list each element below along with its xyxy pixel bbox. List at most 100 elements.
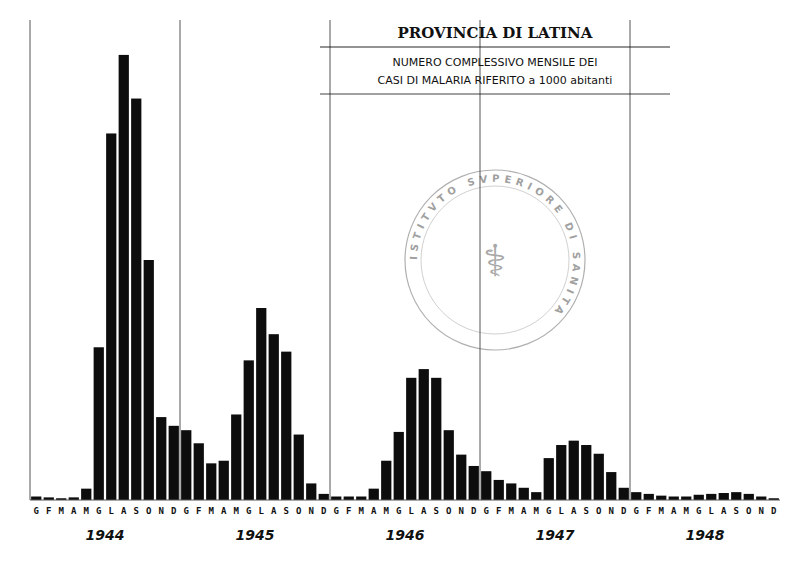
watermark-symbol: ⚕ xyxy=(483,235,507,286)
bar xyxy=(144,260,154,500)
x-tick-label: D xyxy=(321,506,327,516)
x-tick-label: M xyxy=(209,506,215,516)
x-tick-label: N xyxy=(159,506,164,516)
x-tick-label: M xyxy=(659,506,665,516)
x-tick-label: L xyxy=(409,506,415,516)
x-tick-label: A xyxy=(371,506,377,516)
bar xyxy=(419,369,429,500)
bar xyxy=(481,471,491,500)
bar xyxy=(344,497,354,500)
x-tick-label: G xyxy=(96,506,101,516)
x-tick-label: N xyxy=(609,506,614,516)
group-label: 1948 xyxy=(686,527,725,543)
title: PROVINCIA DI LATINA xyxy=(398,24,593,42)
x-tick-label: L xyxy=(559,506,565,516)
x-tick-label: G xyxy=(546,506,551,516)
bar xyxy=(756,497,766,500)
bar xyxy=(231,414,241,500)
x-tick-label: F xyxy=(346,506,351,516)
bar xyxy=(744,494,754,500)
x-tick-label: M xyxy=(509,506,515,516)
x-tick-label: M xyxy=(59,506,65,516)
x-tick-label: D xyxy=(171,506,177,516)
bar xyxy=(106,133,116,500)
bar xyxy=(656,496,666,500)
group-label: 1945 xyxy=(236,527,275,543)
bar xyxy=(619,488,629,500)
x-tick-label: N xyxy=(309,506,314,516)
group-label: 1946 xyxy=(386,527,425,543)
separator xyxy=(630,20,631,500)
x-tick-label: F xyxy=(496,506,501,516)
y-axis xyxy=(30,20,31,500)
bar xyxy=(119,55,129,500)
bar xyxy=(531,492,541,500)
bar xyxy=(331,497,341,500)
x-tick-label: G xyxy=(696,506,701,516)
bar xyxy=(444,430,454,500)
chart: ISTITVTO SVPERIORE DI SANITA⚕GFMAMGLASON… xyxy=(0,0,800,572)
x-tick-label: M xyxy=(384,506,390,516)
x-tick-label: S xyxy=(434,506,439,516)
bar xyxy=(306,483,316,500)
x-tick-label: A xyxy=(121,506,127,516)
x-tick-label: S xyxy=(134,506,139,516)
bar xyxy=(431,378,441,500)
x-tick-label: S xyxy=(584,506,589,516)
x-tick-label: G xyxy=(34,506,39,516)
bar xyxy=(244,360,254,500)
x-tick-label: O xyxy=(746,506,752,516)
bar xyxy=(581,445,591,500)
x-tick-label: A xyxy=(271,506,277,516)
bar xyxy=(169,426,179,500)
x-tick-label: D xyxy=(771,506,777,516)
x-tick-label: N xyxy=(459,506,464,516)
x-tick-label: N xyxy=(759,506,764,516)
bar xyxy=(556,445,566,500)
bar xyxy=(381,461,391,500)
bar xyxy=(681,497,691,500)
subtitle-rule xyxy=(320,94,670,95)
separator xyxy=(180,20,181,500)
x-tick-label: O xyxy=(296,506,302,516)
x-tick-label: G xyxy=(484,506,489,516)
x-tick-label: A xyxy=(571,506,577,516)
group-label: 1944 xyxy=(86,527,125,543)
x-tick-label: A xyxy=(721,506,727,516)
bar xyxy=(369,489,379,500)
bar xyxy=(394,432,404,500)
x-axis xyxy=(30,500,780,501)
bar xyxy=(94,347,104,500)
bar xyxy=(631,492,641,500)
watermark: ISTITVTO SVPERIORE DI SANITA⚕ xyxy=(405,170,585,350)
bar xyxy=(506,483,516,500)
bar xyxy=(469,466,479,500)
x-tick-label: O xyxy=(596,506,602,516)
bar xyxy=(706,494,716,500)
bar xyxy=(81,489,91,500)
x-tick-label: M xyxy=(534,506,540,516)
bar xyxy=(731,492,741,500)
bar xyxy=(594,454,604,500)
separator xyxy=(330,20,331,500)
title-rule xyxy=(320,47,670,48)
bar xyxy=(356,497,366,500)
subtitle: CASI DI MALARIA RIFERITO a 1000 abitanti xyxy=(378,74,613,87)
bar xyxy=(294,435,304,500)
separator xyxy=(480,20,481,500)
bar xyxy=(281,352,291,500)
bar xyxy=(156,417,166,500)
bar xyxy=(669,497,679,500)
x-tick-label: S xyxy=(734,506,739,516)
bar xyxy=(519,488,529,500)
bar xyxy=(644,494,654,500)
subtitle: NUMERO COMPLESSIVO MENSILE DEI xyxy=(393,56,598,69)
bar xyxy=(131,99,141,500)
bar xyxy=(319,494,329,500)
bar xyxy=(206,463,216,500)
x-tick-label: G xyxy=(184,506,189,516)
x-tick-label: M xyxy=(234,506,240,516)
watermark-ring xyxy=(405,170,585,350)
x-tick-label: D xyxy=(621,506,627,516)
bar xyxy=(569,441,579,500)
